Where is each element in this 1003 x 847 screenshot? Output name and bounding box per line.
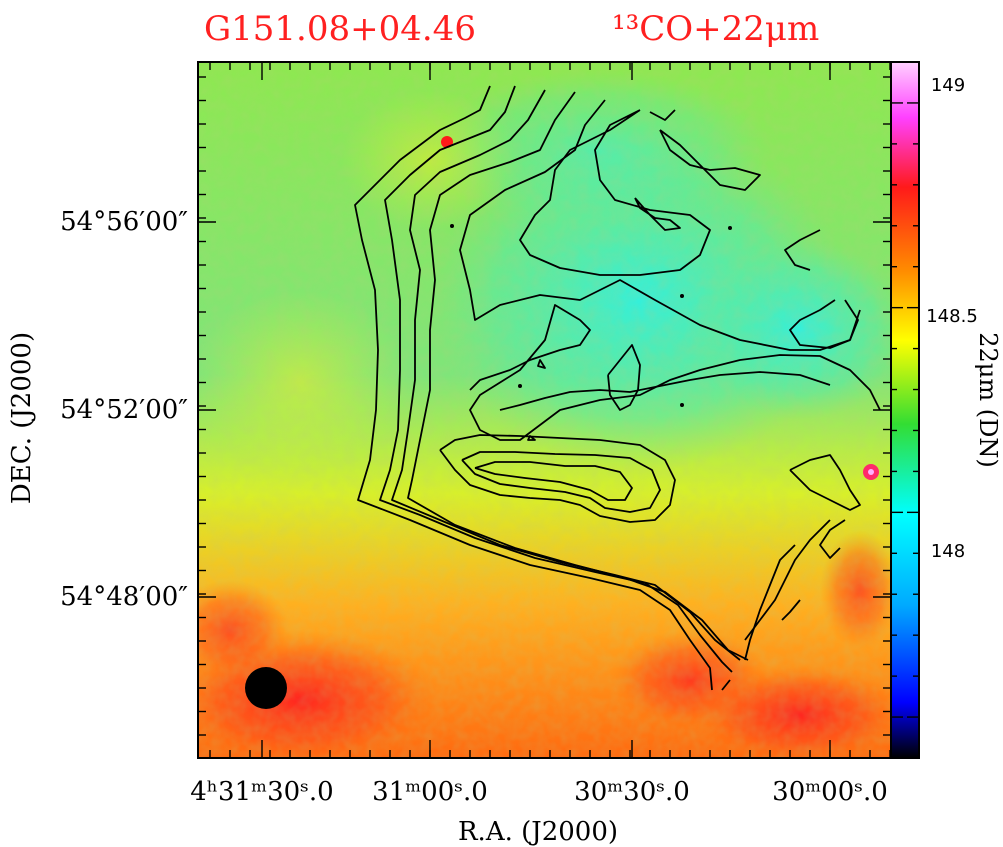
x-tick-label-3: 30ᵐ30ˢ.0 [574, 777, 690, 807]
co-contours [354, 85, 881, 691]
contour-level-11 [607, 344, 641, 411]
contour-level-21 [781, 599, 801, 621]
x-axis-label: R.A. (J2000) [458, 817, 618, 847]
axis-ticks [198, 62, 891, 758]
colorbar-tick-148-5: 148.5 [926, 306, 978, 327]
y-tick-label-3: 54°48′00″ [60, 582, 188, 612]
contour-level-15 [784, 229, 821, 271]
contour-level-19 [744, 544, 796, 661]
colorbar [890, 61, 920, 759]
contour-level-7 [659, 129, 761, 191]
contour-level-20 [744, 519, 831, 641]
contour-level-24 [537, 359, 546, 369]
contour-level-2 [379, 85, 733, 673]
y-tick-label-2: 54°52′00″ [60, 395, 188, 425]
contour-dots [450, 224, 732, 407]
contour-level-23 [649, 109, 676, 121]
colorbar-ticks [891, 102, 919, 718]
y-tick-label-1: 54°56′00″ [60, 207, 188, 237]
contour-level-4 [407, 91, 749, 661]
heatmap-image [198, 62, 891, 758]
colorbar-tick-148: 148 [931, 541, 965, 562]
x-tick-label-2: 31ᵐ00ˢ.0 [372, 777, 488, 807]
contour-level-25 [527, 435, 536, 441]
beam-marker [245, 667, 287, 709]
contour-level-13 [461, 451, 661, 513]
contour-level-6 [519, 109, 711, 276]
title-right: ¹³CO+22μm [612, 9, 819, 49]
x-tick-label-1: 4ʰ31ᵐ30ˢ.0 [190, 777, 333, 807]
x-tick-label-4: 30ᵐ00ˢ.0 [772, 777, 888, 807]
point-source-north [441, 136, 453, 148]
contour-level-17 [789, 454, 861, 511]
contour-level-1 [354, 85, 713, 691]
contour-level-12 [439, 434, 676, 523]
contour-level-3 [391, 89, 741, 661]
colorbar-label: 22μm (DN) [974, 332, 1002, 468]
contour-level-16 [789, 299, 859, 349]
y-axis-label: DEC. (J2000) [7, 332, 37, 504]
contour-level-18 [819, 519, 846, 559]
colorbar-tick-149: 149 [931, 75, 965, 96]
contour-level-8 [634, 197, 681, 231]
contour-level-5 [459, 99, 861, 351]
contour-level-14 [474, 461, 633, 501]
title-left: G151.08+04.46 [204, 9, 476, 49]
contour-level-10 [499, 371, 831, 411]
contour-level-22 [721, 679, 731, 691]
